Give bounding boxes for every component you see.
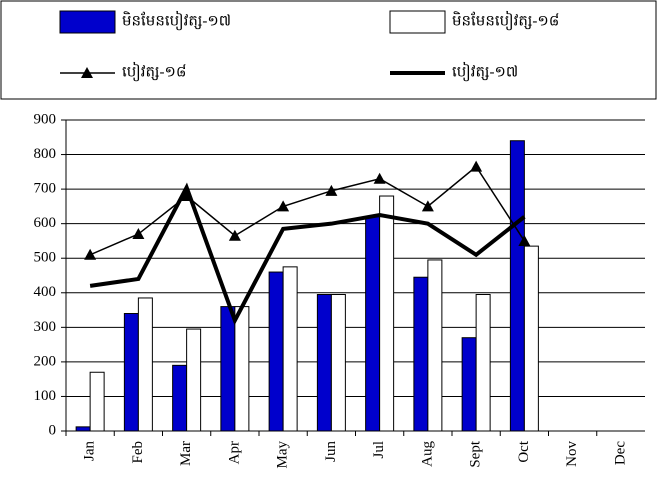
bar <box>365 216 381 432</box>
bar <box>413 276 429 432</box>
x-tick-label: Dec <box>612 441 628 465</box>
bar <box>234 306 250 432</box>
x-tick-label: Sept <box>468 440 484 468</box>
y-tick-label: 100 <box>34 388 57 404</box>
bar <box>75 426 91 432</box>
bar <box>268 271 284 432</box>
marker <box>470 160 483 172</box>
y-tick-label: 0 <box>49 422 57 438</box>
marker <box>518 234 531 246</box>
legend-marker <box>81 67 93 78</box>
y-tick-label: 500 <box>34 250 57 266</box>
bar <box>379 195 395 432</box>
bar <box>89 371 105 432</box>
bar <box>330 294 346 432</box>
legend-box <box>0 0 657 100</box>
x-tick-label: Aug <box>419 441 435 467</box>
line <box>89 182 526 326</box>
x-tick-label: Apr <box>226 441 242 464</box>
bar <box>282 266 298 432</box>
legend-label: បៀវត្ស-១៨ <box>122 61 186 81</box>
marker <box>228 229 241 241</box>
x-tick-label: Jul <box>371 441 387 459</box>
bar <box>137 297 153 432</box>
legend-label: បៀវត្ស-១៧ <box>452 61 518 81</box>
bar <box>172 364 188 432</box>
x-tick-label: Jun <box>323 441 339 462</box>
x-tick-label: Feb <box>130 441 146 464</box>
marker <box>277 200 290 212</box>
bar <box>427 259 443 432</box>
x-tick-label: Nov <box>564 441 580 467</box>
legend-label: មិនមែនបៀវត្ស-១៨ <box>452 10 559 30</box>
legend-swatch <box>389 10 446 34</box>
y-tick-label: 700 <box>34 181 57 197</box>
x-tick-label: May <box>275 441 291 469</box>
x-tick-label: Jan <box>82 441 98 461</box>
marker <box>373 172 386 184</box>
bar <box>220 306 236 432</box>
bar <box>123 313 139 432</box>
bar <box>509 140 525 432</box>
bar <box>475 294 491 432</box>
marker <box>325 184 338 196</box>
x-tick-label: Mar <box>178 441 194 466</box>
marker <box>421 200 434 212</box>
y-tick-label: 800 <box>34 146 57 162</box>
line <box>89 165 526 256</box>
marker <box>132 228 145 240</box>
y-tick-label: 200 <box>34 353 57 369</box>
y-tick-label: 900 <box>34 111 57 127</box>
legend-swatch <box>59 10 116 34</box>
marker <box>84 248 97 260</box>
x-tick-label: Oct <box>516 440 532 462</box>
bar <box>461 337 477 432</box>
bar <box>316 294 332 432</box>
y-tick-label: 400 <box>34 284 57 300</box>
y-tick-label: 600 <box>34 215 57 231</box>
bar <box>523 245 539 432</box>
y-tick-label: 300 <box>34 319 57 335</box>
legend-label: មិនមែនបៀវត្ស-១៧ <box>122 10 231 30</box>
bar <box>186 328 202 432</box>
